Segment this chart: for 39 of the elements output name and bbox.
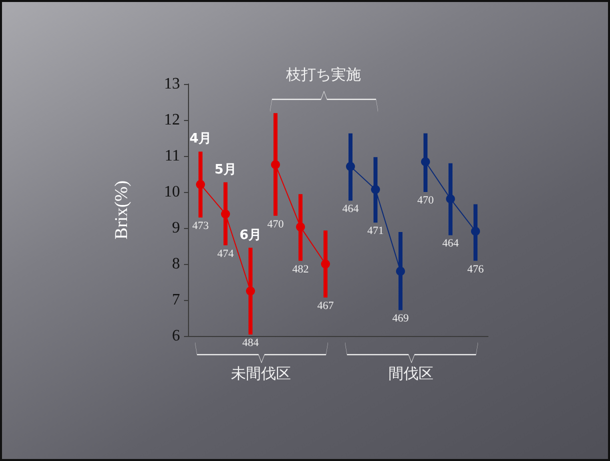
annotation: 470 <box>267 218 284 230</box>
point <box>471 226 480 236</box>
y-axis-title: Brix(%) <box>111 180 131 240</box>
annotation: 6月 <box>239 228 262 243</box>
annotation: 5月 <box>214 162 237 178</box>
annotation: 467 <box>317 300 334 312</box>
y-tick-label: 6 <box>172 328 180 344</box>
annotation: 469 <box>392 312 410 325</box>
annotation: 4月 <box>189 132 212 147</box>
annotation: 473 <box>192 220 210 232</box>
annotation: 474 <box>217 248 234 260</box>
y-tick-label: 7 <box>172 292 180 308</box>
text: 間伐区 <box>388 364 434 382</box>
annotation: 464 <box>342 203 360 216</box>
point <box>296 222 305 232</box>
point <box>196 180 205 189</box>
y-tick-label: 8 <box>172 256 180 272</box>
y-tick-label: 9 <box>172 220 180 236</box>
y-tick-label: 13 <box>164 76 180 92</box>
point <box>321 260 330 268</box>
point <box>371 184 380 194</box>
point <box>421 157 430 166</box>
point <box>246 286 255 296</box>
text: 未間伐区 <box>231 364 291 382</box>
point <box>446 194 455 204</box>
annotation: 464 <box>442 238 460 250</box>
text: 枝打ち実施 <box>285 66 361 84</box>
point <box>221 209 230 218</box>
y-tick-label: 10 <box>164 184 180 200</box>
annotation: 470 <box>417 194 434 206</box>
text: 484 <box>242 337 260 350</box>
y-tick-label: 12 <box>164 112 180 128</box>
annotation: 482 <box>292 263 309 276</box>
point <box>346 162 355 171</box>
y-tick-label: 11 <box>164 148 180 164</box>
annotation: 476 <box>467 263 484 276</box>
point <box>396 266 405 276</box>
annotation: 471 <box>367 225 384 238</box>
point <box>271 160 280 170</box>
